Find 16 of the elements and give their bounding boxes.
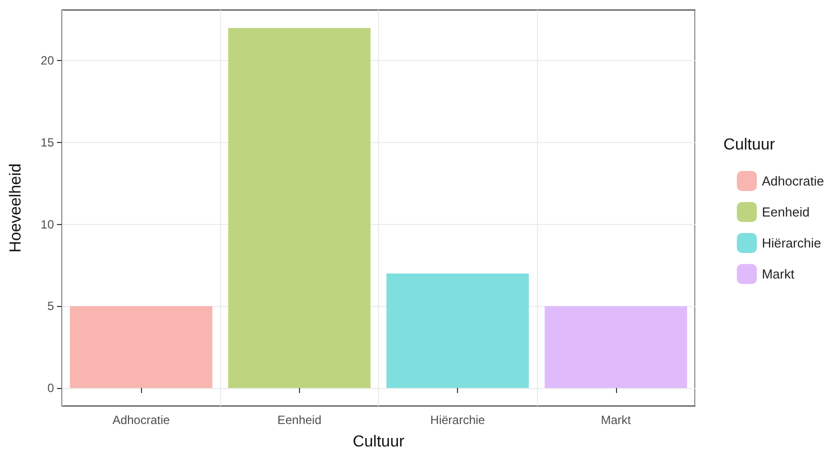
y-axis-title: Hoeveelheid (8, 164, 24, 252)
legend-label: Markt (762, 266, 795, 282)
legend-label: Eenheid (762, 204, 810, 220)
x-tick-label: Adhocratie (112, 413, 170, 427)
x-tick-label: Hiërarchie (430, 413, 486, 427)
y-tick-label: 5 (47, 299, 54, 314)
y-tick-label: 20 (40, 54, 54, 68)
y-tick-label: 15 (40, 136, 54, 150)
legend-label: Hiërarchie (762, 236, 822, 250)
x-tick-label: Eenheid (277, 413, 322, 427)
x-tick-label: Markt (600, 413, 632, 427)
y-tick-label: 10 (40, 217, 54, 232)
legend-label: Adhocratie (762, 174, 824, 188)
legend-title: Cultuur (723, 136, 776, 154)
y-tick-label: 0 (47, 381, 54, 395)
x-axis-title: Cultuur (352, 434, 405, 450)
